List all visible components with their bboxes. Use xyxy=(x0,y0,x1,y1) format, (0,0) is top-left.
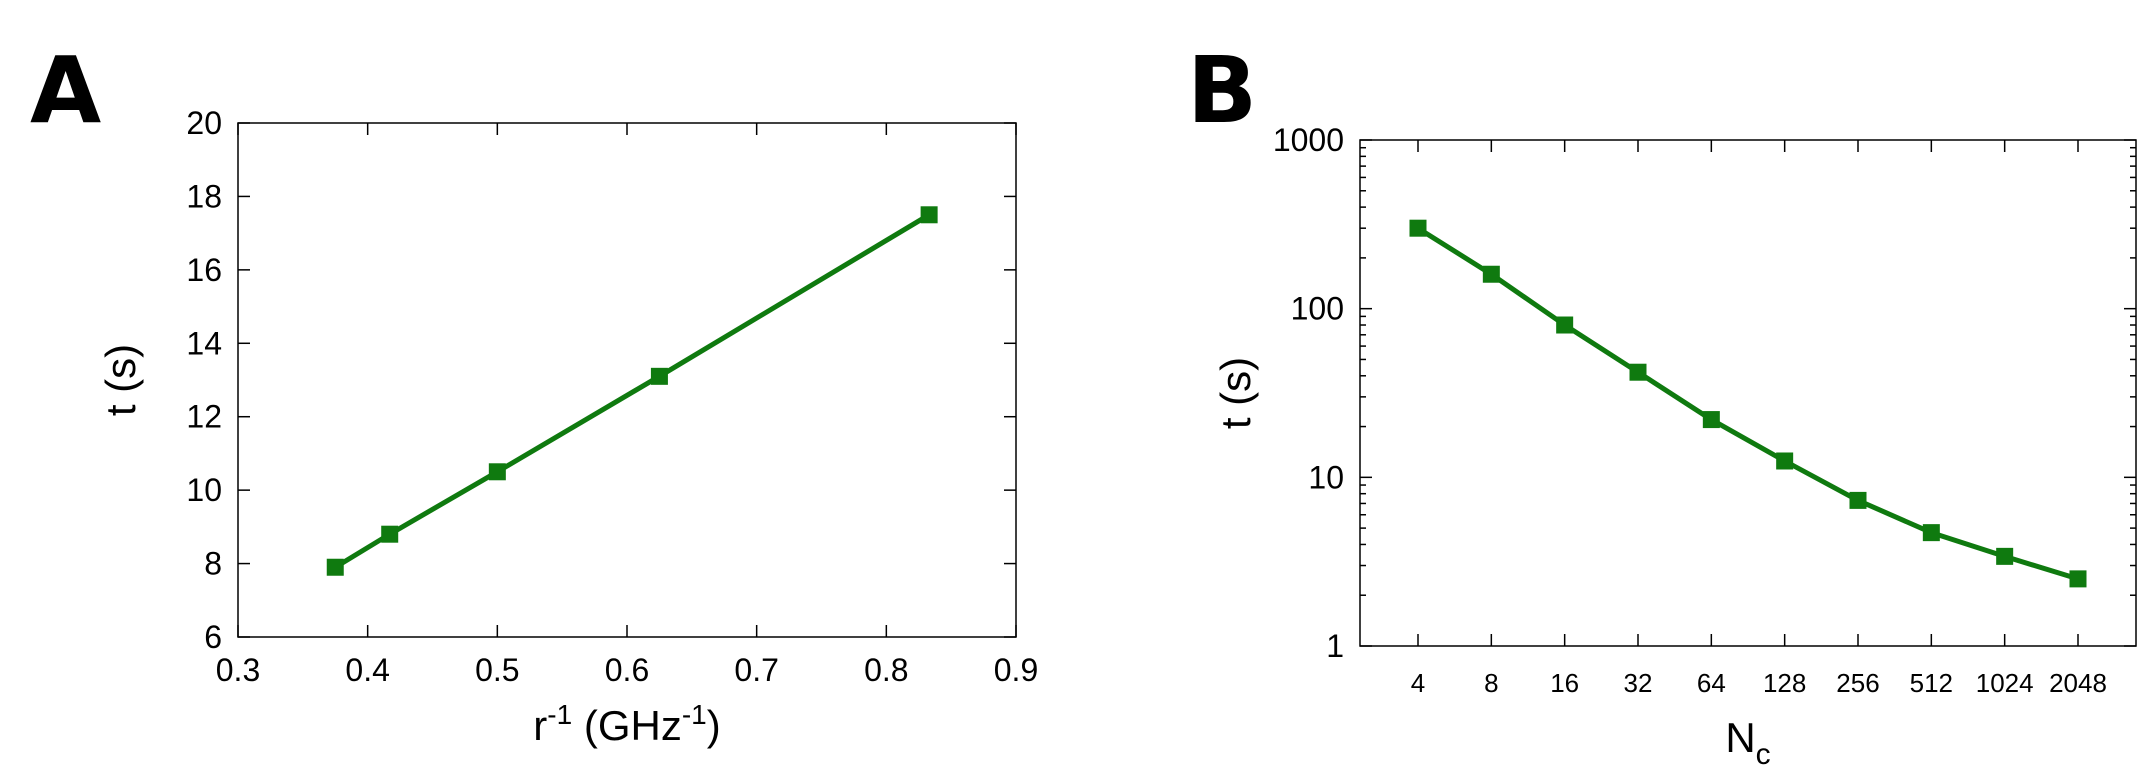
y-tick-label-a: 20 xyxy=(186,105,222,141)
y-tick-label-b: 100 xyxy=(1291,291,1344,327)
data-point-b xyxy=(1409,219,1427,237)
data-point-a xyxy=(488,463,506,481)
plot-frame-b xyxy=(1359,139,2137,647)
y-tick-label-b: 1 xyxy=(1326,628,1344,664)
axis-ticks-a xyxy=(237,122,1017,638)
plot-frame-a xyxy=(237,122,1017,638)
x-tick-label-b: 8 xyxy=(1484,668,1498,698)
panel-label-b: B xyxy=(1187,37,1257,144)
y-tick-labels-a: 6 8 10 12 14 16 18 20 xyxy=(186,105,222,655)
x-tick-labels-b: 4 8 16 32 64 128 256 512 1024 2048 xyxy=(1411,668,2107,698)
y-axis-label-b: t (s) xyxy=(1212,357,1259,429)
y-tick-label-a: 16 xyxy=(186,252,222,288)
y-tick-label-a: 10 xyxy=(186,472,222,508)
y-tick-labels-b: 1 10 100 1000 xyxy=(1273,122,1344,664)
y-tick-label-a: 6 xyxy=(204,619,222,655)
series-markers-a xyxy=(326,206,938,576)
x-tick-label-a: 0.9 xyxy=(994,652,1038,688)
x-axis-label-a: r-1 (GHz-1) xyxy=(533,699,720,749)
data-point-b xyxy=(2069,570,2087,588)
x-tick-label-b: 4 xyxy=(1411,668,1425,698)
y-tick-label-b: 10 xyxy=(1308,459,1344,495)
y-tick-label-a: 8 xyxy=(204,546,222,582)
x-tick-label-a: 0.7 xyxy=(734,652,778,688)
x-tick-label-b: 256 xyxy=(1836,668,1879,698)
data-point-b xyxy=(1849,491,1867,509)
data-point-b xyxy=(1556,316,1574,334)
panel-b: B 4 8 16 32 64 128 256 512 1024 2048 1 10 100 1000 N… xyxy=(1187,37,2137,771)
y-axis-label-a: t (s) xyxy=(97,344,144,416)
panel-a: A 0.3 0.4 0.5 0.6 0.7 0.8 0.9 6 8 10 12 14 16 18 20 r… xyxy=(30,37,1038,749)
panel-label-a: A xyxy=(30,37,101,144)
data-point-b xyxy=(1702,411,1720,429)
series-line-b xyxy=(1416,226,2079,582)
x-tick-label-b: 32 xyxy=(1624,668,1653,698)
data-point-b xyxy=(1776,452,1794,470)
x-tick-labels-a: 0.3 0.4 0.5 0.6 0.7 0.8 0.9 xyxy=(216,652,1038,688)
data-point-b xyxy=(1922,524,1940,542)
x-tick-label-b: 16 xyxy=(1550,668,1579,698)
data-point-b xyxy=(1996,547,2014,565)
x-tick-label-b: 512 xyxy=(1910,668,1953,698)
series-markers-b xyxy=(1409,219,2087,588)
y-tick-label-a: 12 xyxy=(186,399,222,435)
x-tick-label-a: 0.8 xyxy=(864,652,908,688)
data-point-a xyxy=(326,558,344,576)
x-tick-label-b: 64 xyxy=(1697,668,1726,698)
series-line-a xyxy=(334,212,931,570)
x-axis-label-b: Nc xyxy=(1725,714,1770,771)
data-point-a xyxy=(920,206,938,224)
data-point-b xyxy=(1482,265,1500,283)
x-tick-label-b: 2048 xyxy=(2049,668,2107,698)
data-point-a xyxy=(381,525,399,543)
x-tick-label-a: 0.4 xyxy=(345,652,389,688)
y-tick-label-a: 14 xyxy=(186,325,222,361)
data-point-a xyxy=(650,367,668,385)
y-tick-label-a: 18 xyxy=(186,178,222,214)
y-tick-label-b: 1000 xyxy=(1273,122,1344,158)
x-tick-label-b: 1024 xyxy=(1976,668,2034,698)
x-tick-label-a: 0.6 xyxy=(605,652,649,688)
data-point-b xyxy=(1629,363,1647,381)
x-tick-label-a: 0.3 xyxy=(216,652,260,688)
axis-ticks-b xyxy=(1360,139,2136,647)
x-tick-label-a: 0.5 xyxy=(475,652,519,688)
x-tick-label-b: 128 xyxy=(1763,668,1806,698)
